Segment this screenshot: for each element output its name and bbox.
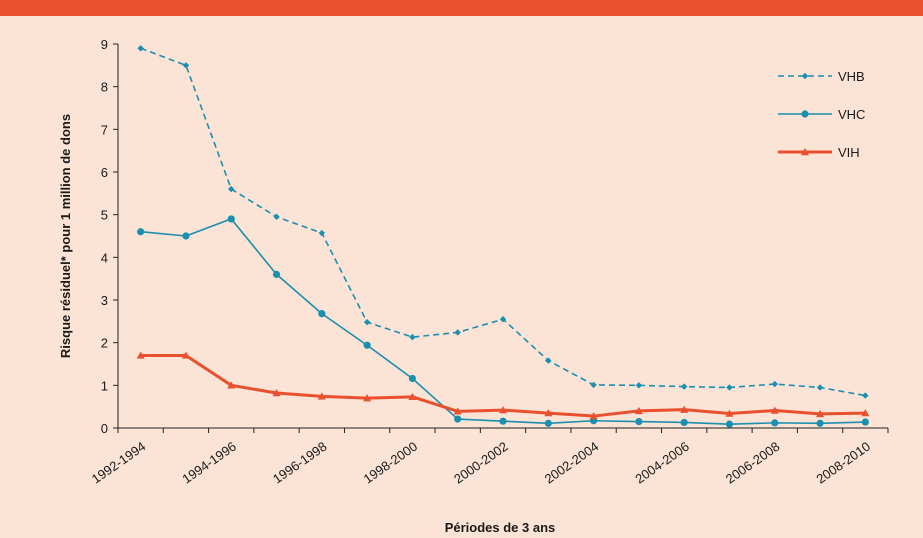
- x-tick-label: 2006-2008: [723, 439, 783, 487]
- series-vih-point: [181, 351, 190, 359]
- series-vhb-point: [137, 45, 144, 52]
- x-tick-label: 2002-2004: [542, 439, 602, 487]
- series-vhc-point: [272, 270, 281, 278]
- x-tick-label: 2008-2010: [814, 439, 874, 487]
- legend-vih-marker: [801, 148, 809, 156]
- series-vih-point: [770, 406, 779, 414]
- y-tick-label: 7: [101, 122, 108, 137]
- series-vhb-point: [635, 382, 643, 389]
- series-vhb-line: [140, 47, 866, 397]
- series-vhb-point: [228, 185, 235, 193]
- legend-vhb-label: VHB: [838, 69, 865, 84]
- x-tick-label: 2004-2006: [632, 439, 692, 487]
- x-tick-label: 1992-1994: [89, 439, 149, 487]
- header-bar: [0, 0, 923, 16]
- plot-area: 0 1 2 3 4 5 6 7 8 9 1992-1994 1994-1996 1996-1998 199…: [89, 37, 889, 487]
- series-vhb-point: [182, 62, 190, 69]
- y-axis-title: Risque résiduel* pour 1 million de dons: [58, 114, 73, 358]
- y-tick-label: 9: [101, 37, 108, 52]
- series-vhb-point: [363, 318, 371, 326]
- series-vih-point: [272, 389, 281, 397]
- series-vih-point: [136, 351, 145, 359]
- series-vih-point: [363, 394, 372, 402]
- y-tick-label: 8: [101, 80, 108, 95]
- series-vhc-point: [363, 341, 371, 349]
- series-vhc-point: [137, 228, 145, 236]
- x-tick-label: 1994-1996: [179, 439, 239, 487]
- y-tick-label: 0: [101, 421, 108, 436]
- series-vhb-point: [499, 316, 507, 323]
- series-vhc-point: [318, 310, 326, 318]
- y-tick-label: 6: [101, 165, 108, 180]
- series-vhc-point: [635, 418, 643, 426]
- series-vih-point: [861, 409, 870, 417]
- legend-vih-label: VIH: [838, 145, 860, 160]
- x-axis-title: Périodes de 3 ans: [445, 520, 556, 535]
- series-vhb-point: [726, 384, 733, 391]
- legend-vhb-marker: [801, 72, 809, 80]
- series-vih-point: [499, 406, 507, 414]
- series-vhb-point: [816, 384, 824, 391]
- series-vih-point: [227, 381, 236, 389]
- series-vih-point: [725, 409, 734, 417]
- series-vhc-point: [499, 417, 507, 425]
- series-vhc-point: [227, 215, 235, 223]
- y-tick-label: 1: [101, 378, 108, 393]
- series-vih-point: [816, 409, 825, 418]
- series-vhb-point: [318, 229, 326, 237]
- series-vih-point: [544, 409, 553, 417]
- series-vhc-point: [454, 415, 462, 423]
- y-tick-label: 5: [101, 208, 108, 223]
- series-vhb-point: [590, 381, 597, 389]
- y-tick-label: 2: [101, 336, 108, 351]
- series-vhb-point: [273, 213, 280, 220]
- series-vih-point: [680, 405, 689, 413]
- series-vhc-point: [771, 419, 779, 427]
- series-vhc-point: [725, 420, 734, 428]
- y-tick-label: 3: [101, 293, 108, 308]
- series-vhc-point: [861, 418, 869, 426]
- series-vhc-point: [544, 419, 552, 427]
- x-tick-label: 2000-2002: [451, 439, 511, 487]
- series-vih-point: [453, 407, 462, 415]
- series-vih-point: [634, 406, 643, 415]
- legend-vhc-marker: [801, 110, 809, 118]
- series-vhb-point: [862, 392, 869, 399]
- x-tick-label: 1998-2000: [361, 439, 421, 487]
- series-vhb-point: [771, 380, 778, 388]
- series-vhb-point: [680, 383, 688, 390]
- series-vhc-point: [680, 418, 688, 427]
- legend-vhc-label: VHC: [838, 107, 865, 122]
- y-tick-label: 4: [101, 250, 108, 265]
- series-vhb-point: [545, 357, 552, 364]
- series-vhc-point: [182, 232, 190, 240]
- series-vhb-point: [454, 329, 461, 336]
- series-vhc-point: [408, 374, 417, 383]
- x-tick-label: 1996-1998: [270, 439, 330, 487]
- series-vih-point: [589, 412, 598, 420]
- series-vhb-point: [409, 333, 416, 341]
- series-vih-point: [317, 392, 326, 400]
- series-vih-point: [408, 392, 417, 401]
- series-vhc-point: [816, 419, 824, 427]
